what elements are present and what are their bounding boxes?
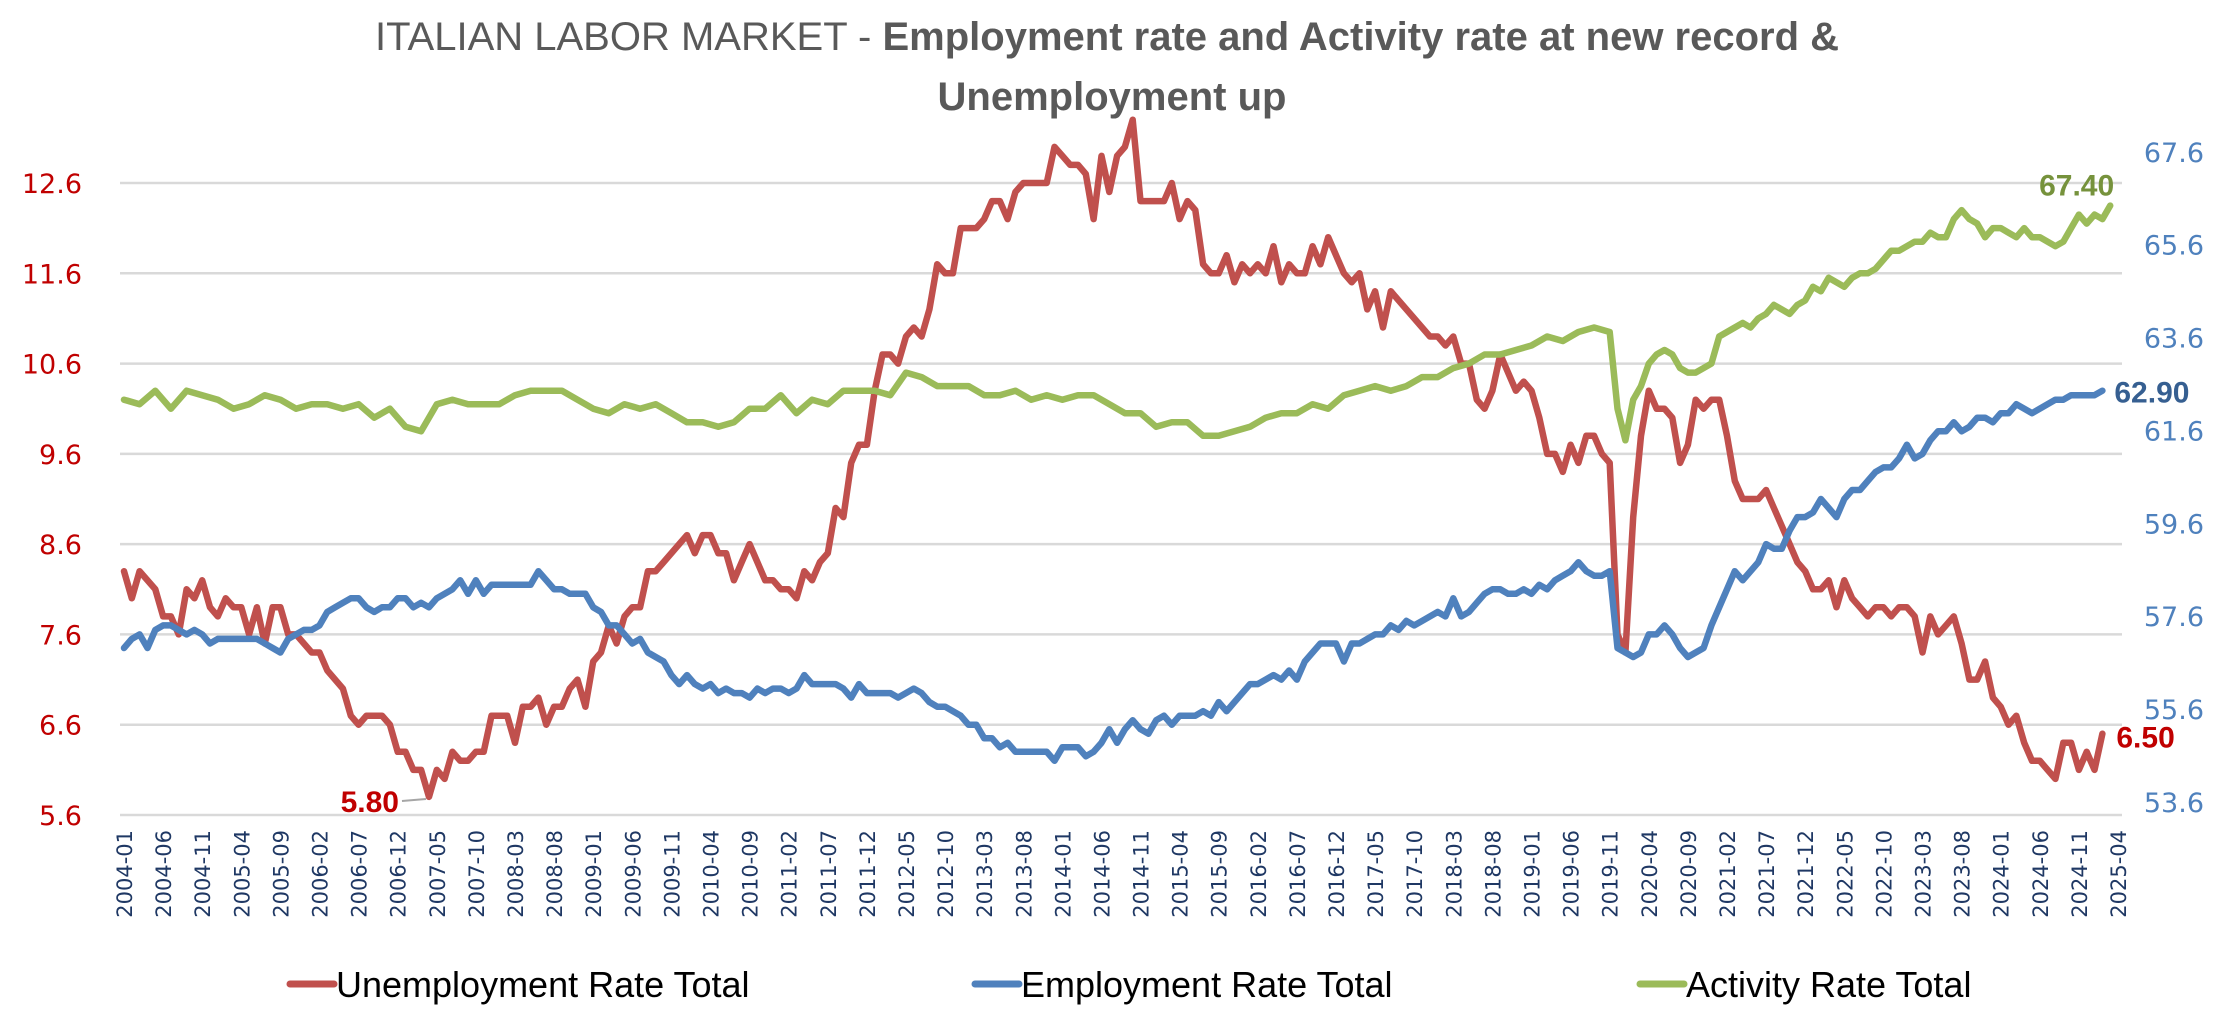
leader-line bbox=[401, 797, 427, 802]
y-axis-right: 53.6 55.6 57.6 59.6 61.6 63.6 65.6 67.6 bbox=[2144, 138, 2204, 819]
y-tick-left: 11.6 bbox=[22, 259, 82, 290]
chart-title-line1: ITALIAN LABOR MARKET - Employment rate a… bbox=[375, 15, 1839, 59]
x-tick-label: 2015-09 bbox=[1208, 830, 1232, 918]
data-label-employment-last: 62.90 bbox=[2114, 377, 2189, 410]
x-tick-label: 2021-07 bbox=[1755, 830, 1779, 918]
x-tick-label: 2009-06 bbox=[621, 830, 645, 918]
x-tick-label: 2016-02 bbox=[1247, 830, 1271, 918]
chart-title: ITALIAN LABOR MARKET - Employment rate a… bbox=[375, 15, 1839, 119]
x-tick-label: 2023-08 bbox=[1951, 830, 1975, 918]
x-tick-label: 2006-12 bbox=[387, 830, 411, 918]
y-tick-left: 5.6 bbox=[39, 801, 82, 832]
x-tick-label: 2022-05 bbox=[1833, 830, 1857, 918]
x-tick-label: 2012-10 bbox=[934, 830, 958, 918]
legend-item-employment-rate-total[interactable]: Employment Rate Total bbox=[971, 964, 1393, 1005]
legend-label: Unemployment Rate Total bbox=[336, 964, 750, 1005]
y-tick-left: 6.6 bbox=[39, 711, 82, 742]
x-tick-label: 2020-04 bbox=[1638, 830, 1662, 918]
x-tick-label: 2016-07 bbox=[1286, 830, 1310, 918]
x-tick-label: 2019-06 bbox=[1560, 830, 1584, 918]
x-tick-label: 2004-06 bbox=[152, 830, 176, 918]
x-tick-label: 2010-04 bbox=[699, 830, 723, 918]
series-line-activity-rate-total bbox=[120, 202, 2114, 444]
x-tick-label: 2005-04 bbox=[230, 830, 254, 918]
series-line-unemployment-rate-total bbox=[120, 116, 2106, 801]
y-tick-left: 12.6 bbox=[22, 169, 82, 200]
series-line-employment-rate-total bbox=[120, 387, 2106, 765]
x-tick-label: 2010-09 bbox=[739, 830, 763, 918]
data-labels: 5.80 6.50 62.90 67.40 bbox=[341, 170, 2190, 819]
x-tick-label: 2025-04 bbox=[2107, 830, 2131, 918]
y-tick-left: 7.6 bbox=[39, 620, 82, 651]
x-tick-label: 2006-07 bbox=[348, 830, 372, 918]
data-label-activity-last: 67.40 bbox=[2039, 170, 2114, 203]
x-tick-label: 2008-08 bbox=[543, 830, 567, 918]
y-tick-left: 9.6 bbox=[39, 440, 82, 471]
x-tick-label: 2021-12 bbox=[1794, 830, 1818, 918]
y-tick-right: 55.6 bbox=[2144, 695, 2204, 726]
x-tick-label: 2024-11 bbox=[2068, 830, 2092, 918]
y-tick-right: 63.6 bbox=[2144, 324, 2204, 355]
chart-title-part1: ITALIAN LABOR MARKET - bbox=[375, 15, 883, 59]
x-tick-label: 2013-03 bbox=[973, 830, 997, 918]
x-tick-label: 2014-01 bbox=[1051, 830, 1075, 918]
legend: Unemployment Rate Total Employment Rate T… bbox=[286, 964, 1971, 1005]
x-tick-label: 2024-06 bbox=[2029, 830, 2053, 918]
x-tick-label: 2009-01 bbox=[582, 830, 606, 918]
y-tick-left: 10.6 bbox=[22, 350, 82, 381]
chart-title-part2: Employment rate and Activity rate at new… bbox=[882, 15, 1839, 59]
y-tick-right: 53.6 bbox=[2144, 788, 2204, 819]
gridlines bbox=[120, 181, 2122, 817]
y-tick-right: 61.6 bbox=[2144, 416, 2204, 447]
x-tick-label: 2017-10 bbox=[1403, 830, 1427, 918]
data-label-unemployment-last: 6.50 bbox=[2116, 722, 2174, 755]
x-tick-label: 2004-01 bbox=[113, 830, 137, 918]
x-tick-label: 2016-12 bbox=[1325, 830, 1349, 918]
y-tick-right: 67.6 bbox=[2144, 138, 2204, 169]
x-tick-label: 2012-05 bbox=[895, 830, 919, 918]
x-tick-label: 2011-12 bbox=[856, 830, 880, 918]
x-tick-label: 2011-02 bbox=[778, 830, 802, 918]
series-lines bbox=[120, 116, 2114, 801]
y-tick-right: 57.6 bbox=[2144, 602, 2204, 633]
legend-item-activity-rate-total[interactable]: Activity Rate Total bbox=[1636, 964, 1971, 1005]
x-tick-label: 2019-01 bbox=[1521, 830, 1545, 918]
x-axis: 2004-01 2004-06 2004-11 2005-04 2005-09 2006-… bbox=[113, 830, 2131, 918]
y-tick-right: 65.6 bbox=[2144, 231, 2204, 262]
x-tick-label: 2007-05 bbox=[426, 830, 450, 918]
x-tick-label: 2011-07 bbox=[817, 830, 841, 918]
x-tick-label: 2004-11 bbox=[191, 830, 215, 918]
x-tick-label: 2022-10 bbox=[1872, 830, 1896, 918]
x-tick-label: 2015-04 bbox=[1169, 830, 1193, 918]
x-tick-label: 2007-10 bbox=[465, 830, 489, 918]
x-tick-label: 2018-03 bbox=[1442, 830, 1466, 918]
x-tick-label: 2019-11 bbox=[1599, 830, 1623, 918]
x-tick-label: 2009-11 bbox=[660, 830, 684, 918]
y-axis-left: 5.6 6.6 7.6 8.6 9.6 10.6 11.6 12.6 bbox=[22, 169, 82, 832]
x-tick-label: 2006-02 bbox=[308, 830, 332, 918]
x-tick-label: 2013-08 bbox=[1012, 830, 1036, 918]
x-tick-label: 2024-01 bbox=[1990, 830, 2014, 918]
x-tick-label: 2017-05 bbox=[1364, 830, 1388, 918]
legend-label: Activity Rate Total bbox=[1686, 964, 1971, 1005]
y-tick-right: 59.6 bbox=[2144, 509, 2204, 540]
legend-label: Employment Rate Total bbox=[1021, 964, 1393, 1005]
x-tick-label: 2005-09 bbox=[269, 830, 293, 918]
x-tick-label: 2021-02 bbox=[1716, 830, 1740, 918]
x-tick-label: 2020-09 bbox=[1677, 830, 1701, 918]
x-tick-label: 2008-03 bbox=[504, 830, 528, 918]
x-tick-label: 2023-03 bbox=[1912, 830, 1936, 918]
x-tick-label: 2014-11 bbox=[1130, 830, 1154, 918]
y-tick-left: 8.6 bbox=[39, 530, 82, 561]
x-tick-label: 2014-06 bbox=[1090, 830, 1114, 918]
chart-title-line2: Unemployment up bbox=[938, 75, 1287, 119]
data-label-unemployment-min: 5.80 bbox=[341, 786, 399, 819]
x-tick-label: 2018-08 bbox=[1481, 830, 1505, 918]
legend-item-unemployment-rate-total[interactable]: Unemployment Rate Total bbox=[286, 964, 750, 1005]
